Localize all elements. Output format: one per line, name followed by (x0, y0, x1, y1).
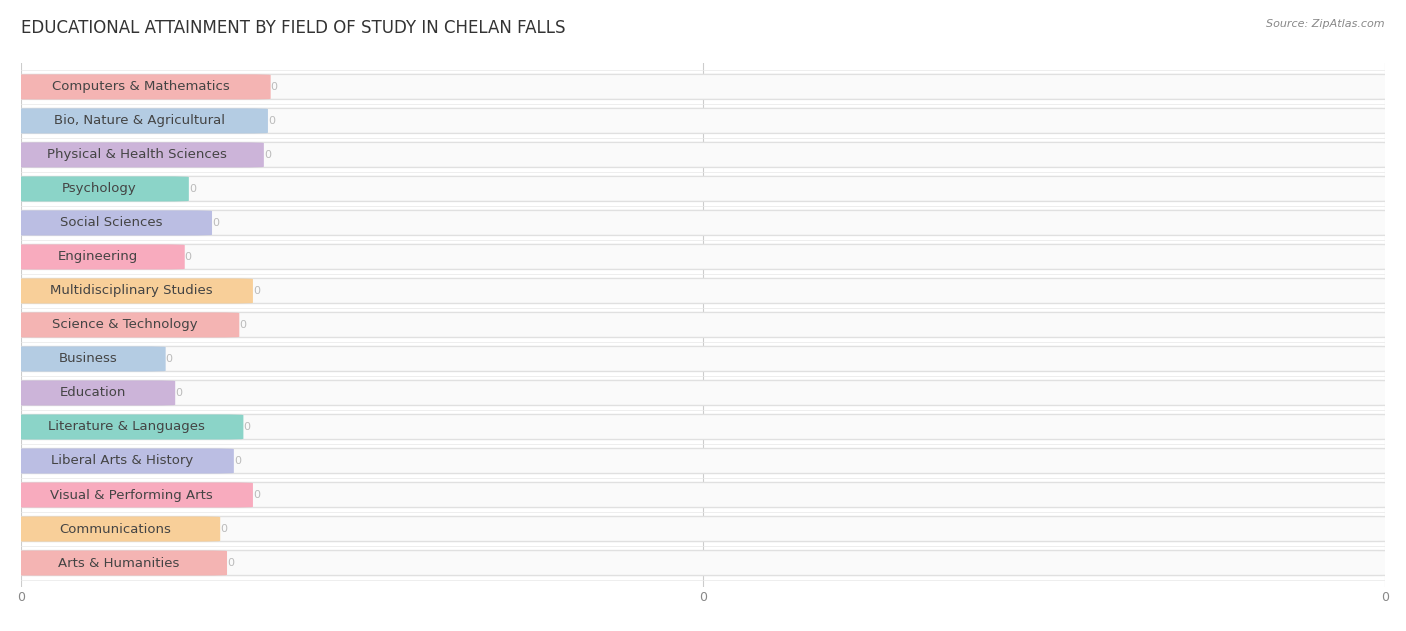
Text: Business: Business (59, 353, 117, 365)
Text: 0: 0 (166, 354, 173, 364)
Text: Education: Education (59, 386, 127, 399)
Text: Literature & Languages: Literature & Languages (48, 420, 205, 433)
FancyBboxPatch shape (10, 312, 239, 338)
FancyBboxPatch shape (10, 415, 1396, 440)
FancyBboxPatch shape (10, 109, 1396, 133)
FancyBboxPatch shape (10, 346, 166, 372)
FancyBboxPatch shape (10, 449, 233, 473)
FancyBboxPatch shape (10, 517, 221, 541)
Text: Social Sciences: Social Sciences (60, 216, 162, 230)
Text: 0: 0 (184, 252, 191, 262)
Text: 0: 0 (253, 490, 260, 500)
FancyBboxPatch shape (10, 380, 176, 406)
Text: Psychology: Psychology (62, 182, 136, 196)
FancyBboxPatch shape (10, 109, 269, 133)
FancyBboxPatch shape (10, 517, 1396, 541)
Text: EDUCATIONAL ATTAINMENT BY FIELD OF STUDY IN CHELAN FALLS: EDUCATIONAL ATTAINMENT BY FIELD OF STUDY… (21, 19, 565, 37)
Text: Multidisciplinary Studies: Multidisciplinary Studies (51, 285, 212, 297)
Text: 0: 0 (269, 116, 276, 126)
FancyBboxPatch shape (10, 244, 1396, 269)
FancyBboxPatch shape (10, 177, 188, 201)
FancyBboxPatch shape (10, 74, 1396, 100)
FancyBboxPatch shape (10, 74, 271, 100)
FancyBboxPatch shape (10, 278, 253, 304)
FancyBboxPatch shape (10, 143, 264, 167)
Text: 0: 0 (233, 456, 240, 466)
Text: Arts & Humanities: Arts & Humanities (58, 557, 180, 570)
Text: 0: 0 (212, 218, 219, 228)
FancyBboxPatch shape (10, 380, 1396, 406)
FancyBboxPatch shape (10, 550, 1396, 575)
Text: Science & Technology: Science & Technology (52, 319, 198, 331)
Text: Visual & Performing Arts: Visual & Performing Arts (51, 488, 212, 502)
Text: 0: 0 (243, 422, 250, 432)
Text: Source: ZipAtlas.com: Source: ZipAtlas.com (1267, 19, 1385, 29)
FancyBboxPatch shape (10, 143, 1396, 167)
FancyBboxPatch shape (10, 278, 1396, 304)
FancyBboxPatch shape (10, 312, 1396, 338)
FancyBboxPatch shape (10, 449, 1396, 473)
Text: 0: 0 (271, 82, 277, 92)
Text: Communications: Communications (59, 522, 172, 536)
FancyBboxPatch shape (10, 210, 1396, 235)
FancyBboxPatch shape (10, 210, 212, 235)
Text: Computers & Mathematics: Computers & Mathematics (52, 80, 229, 93)
Text: Physical & Health Sciences: Physical & Health Sciences (46, 148, 226, 162)
Text: 0: 0 (226, 558, 233, 568)
Text: 0: 0 (176, 388, 183, 398)
FancyBboxPatch shape (10, 244, 184, 269)
Text: 0: 0 (264, 150, 271, 160)
FancyBboxPatch shape (10, 483, 1396, 507)
Text: 0: 0 (253, 286, 260, 296)
Text: 0: 0 (221, 524, 228, 534)
Text: Bio, Nature & Agricultural: Bio, Nature & Agricultural (53, 114, 225, 127)
FancyBboxPatch shape (10, 483, 253, 507)
FancyBboxPatch shape (10, 346, 1396, 372)
FancyBboxPatch shape (10, 177, 1396, 201)
Text: Engineering: Engineering (58, 251, 138, 264)
Text: 0: 0 (239, 320, 246, 330)
Text: Liberal Arts & History: Liberal Arts & History (51, 454, 193, 468)
FancyBboxPatch shape (10, 550, 226, 575)
Text: 0: 0 (188, 184, 195, 194)
FancyBboxPatch shape (10, 415, 243, 440)
